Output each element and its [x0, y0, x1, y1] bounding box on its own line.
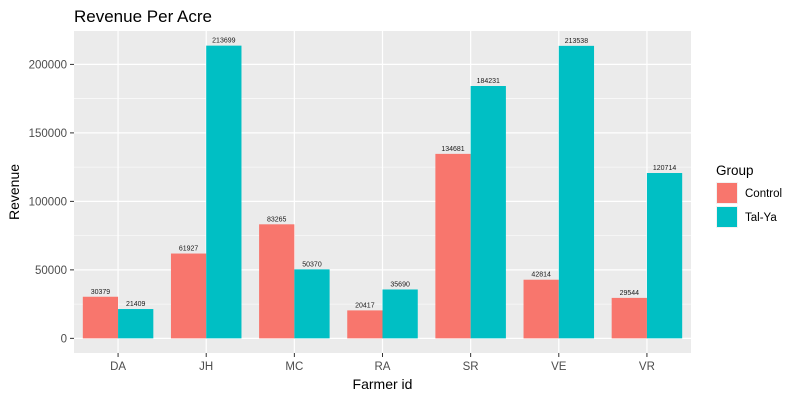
x-axis-title: Farmer id: [353, 376, 413, 392]
bar-value-label: 21409: [126, 301, 146, 308]
y-tick-label: 150000: [29, 128, 67, 140]
legend-label-control: Control: [745, 188, 782, 200]
bar-value-label: 20417: [355, 302, 375, 309]
bar-control-jh: [170, 253, 207, 339]
bars: [82, 45, 683, 339]
bar-value-label: 30379: [91, 289, 111, 296]
bar-control-ve: [523, 279, 559, 339]
legend-key-control: [717, 183, 737, 203]
bar-tal-ya-sr: [470, 86, 506, 339]
legend-title: Group: [716, 163, 754, 178]
bar-value-label: 213538: [565, 38, 588, 45]
y-tick-label: 200000: [29, 59, 67, 71]
legend: Group Control Tal-Ya: [716, 163, 782, 228]
bar-tal-ya-ve: [558, 45, 595, 339]
y-tick-label: 100000: [29, 196, 67, 208]
bar-control-da: [82, 296, 119, 339]
bar-control-vr: [611, 297, 647, 339]
x-tick-label: JH: [199, 361, 213, 373]
legend-label-tal-ya: Tal-Ya: [745, 212, 777, 224]
y-axis-ticks: 0 50000 100000 150000 200000: [29, 59, 74, 345]
bar-tal-ya-jh: [206, 45, 242, 339]
bar-value-label: 184231: [477, 78, 500, 85]
chart-title: Revenue Per Acre: [74, 7, 212, 26]
x-axis-ticks: DA JH MC RA SR VE VR: [110, 353, 655, 373]
y-tick-label: 50000: [35, 265, 67, 277]
bar-value-label: 213699: [212, 38, 235, 45]
bar-value-label: 134681: [441, 146, 464, 153]
y-axis-title: Revenue: [6, 164, 22, 220]
x-tick-label: SR: [463, 361, 479, 373]
bar-value-label: 29544: [620, 290, 640, 297]
bar-tal-ya-mc: [294, 269, 330, 339]
bar-value-label: 120714: [653, 165, 676, 172]
y-tick-label: 0: [61, 333, 67, 345]
x-tick-label: RA: [375, 361, 391, 373]
bar-tal-ya-vr: [646, 173, 683, 339]
legend-key-tal-ya: [717, 207, 737, 227]
bar-value-label: 35690: [390, 281, 410, 288]
bar-control-ra: [347, 310, 383, 339]
bar-value-label: 50370: [302, 261, 322, 268]
bar-control-sr: [435, 153, 471, 339]
x-tick-label: VR: [639, 361, 655, 373]
bar-value-label: 83265: [267, 216, 287, 223]
bar-value-labels: 30379 21409 61927 213699 83265 50370 20417 3569…: [91, 38, 677, 310]
bar-tal-ya-da: [118, 309, 154, 339]
bar-control-mc: [259, 224, 295, 339]
bar-value-label: 61927: [179, 246, 199, 253]
x-tick-label: DA: [110, 361, 126, 373]
bar-tal-ya-ra: [382, 289, 418, 339]
x-tick-label: VE: [551, 361, 567, 373]
bar-value-label: 42814: [531, 272, 551, 279]
x-tick-label: MC: [285, 361, 303, 373]
